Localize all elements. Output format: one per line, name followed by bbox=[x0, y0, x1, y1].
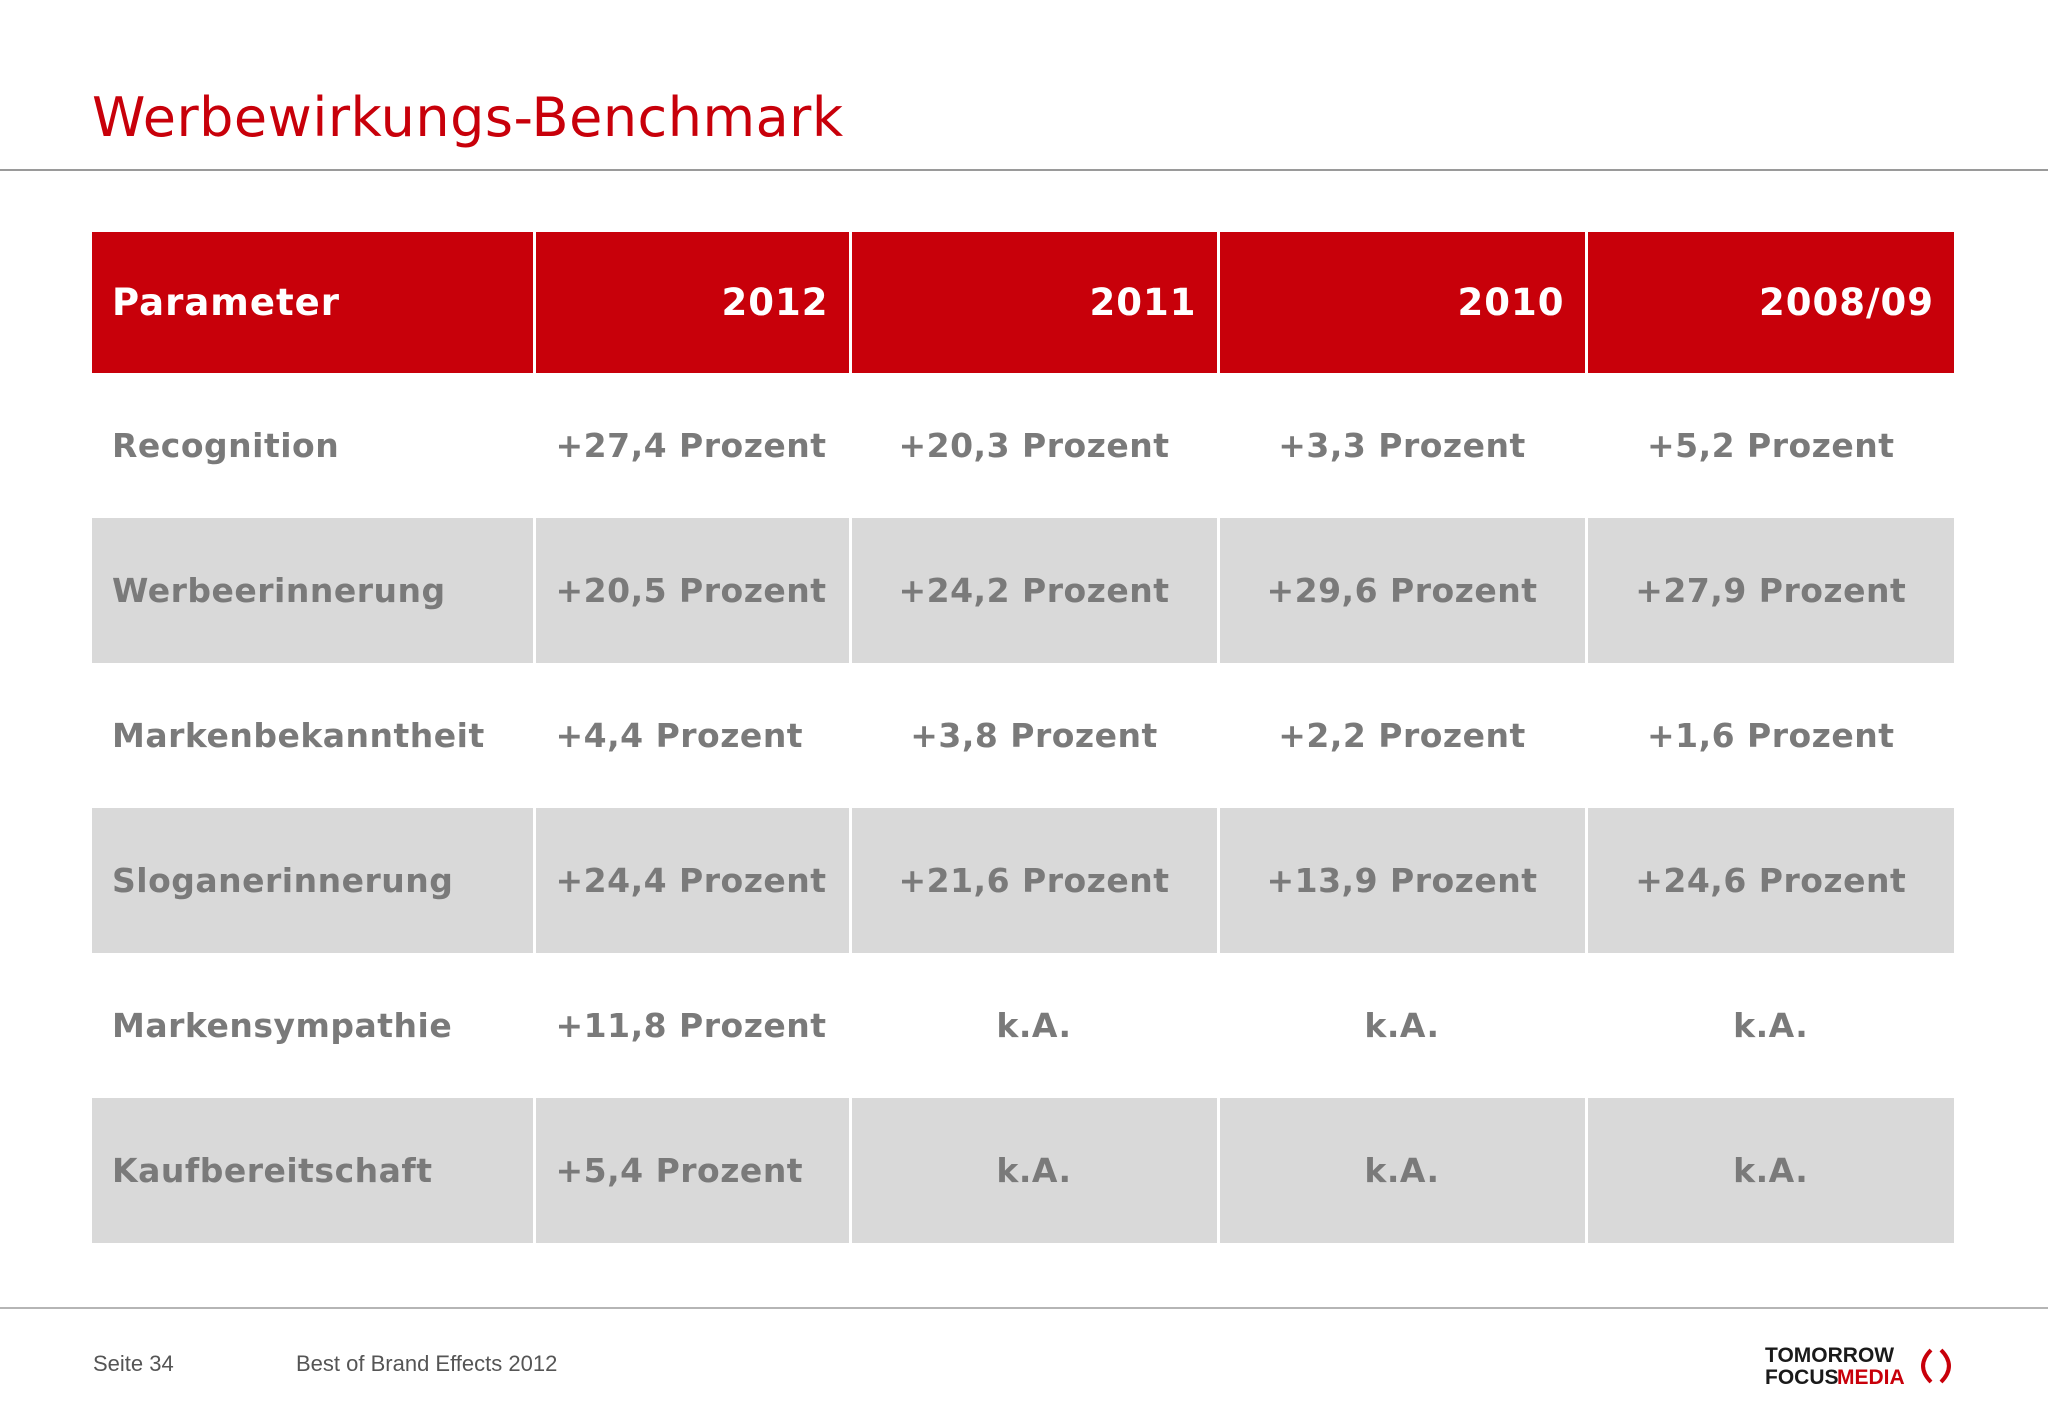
logo-line-2-focus: FOCUS bbox=[1765, 1366, 1839, 1389]
row-parameter: Kaufbereitschaft bbox=[92, 1098, 536, 1243]
cell-2011: +21,6 Prozent bbox=[850, 808, 1220, 953]
cell-2012: +5,4 Prozent bbox=[534, 1098, 852, 1243]
cell-2008-09: +27,9 Prozent bbox=[1586, 518, 1954, 663]
tomorrow-focus-media-logo: TOMORROW FOCUS MEDIA bbox=[1765, 1344, 1951, 1389]
cell-2010: +2,2 Prozent bbox=[1218, 663, 1588, 808]
cell-2010: +13,9 Prozent bbox=[1218, 808, 1588, 953]
cell-2010: +29,6 Prozent bbox=[1218, 518, 1588, 663]
cell-2008-09: +5,2 Prozent bbox=[1586, 373, 1954, 518]
cell-2012: +11,8 Prozent bbox=[534, 953, 852, 1098]
logo-right-arc-icon bbox=[1939, 1348, 1951, 1384]
table-row: Werbeerinnerung +20,5 Prozent +24,2 Proz… bbox=[92, 518, 1954, 663]
table-row: Markensympathie +11,8 Prozent k.A. k.A. … bbox=[92, 953, 1954, 1098]
row-parameter: Sloganerinnerung bbox=[92, 808, 536, 953]
logo-line-1: TOMORROW bbox=[1765, 1344, 1894, 1367]
row-parameter: Werbeerinnerung bbox=[92, 518, 536, 663]
cell-2011: k.A. bbox=[850, 1098, 1220, 1243]
logo-line-2-media: MEDIA bbox=[1837, 1366, 1905, 1389]
cell-2011: k.A. bbox=[850, 953, 1220, 1098]
benchmark-table: Parameter 2012 2011 2010 2008/09 Recogni… bbox=[92, 232, 1954, 1243]
row-parameter: Recognition bbox=[92, 373, 536, 518]
header-2012: 2012 bbox=[534, 232, 852, 373]
header-2008-09: 2008/09 bbox=[1586, 232, 1954, 373]
cell-2012: +24,4 Prozent bbox=[534, 808, 852, 953]
cell-2012: +20,5 Prozent bbox=[534, 518, 852, 663]
logo-left-arc-icon bbox=[1921, 1348, 1933, 1384]
document-title: Best of Brand Effects 2012 bbox=[296, 1351, 558, 1376]
cell-2011: +20,3 Prozent bbox=[850, 373, 1220, 518]
cell-2010: k.A. bbox=[1218, 1098, 1588, 1243]
footer-divider bbox=[0, 1307, 2048, 1309]
cell-2011: +3,8 Prozent bbox=[850, 663, 1220, 808]
row-parameter: Markensympathie bbox=[92, 953, 536, 1098]
header-parameter: Parameter bbox=[92, 232, 536, 373]
cell-2008-09: +1,6 Prozent bbox=[1586, 663, 1954, 808]
row-parameter: Markenbekanntheit bbox=[92, 663, 536, 808]
table-header-row: Parameter 2012 2011 2010 2008/09 bbox=[92, 232, 1954, 373]
header-2010: 2010 bbox=[1218, 232, 1588, 373]
table-row: Markenbekanntheit +4,4 Prozent +3,8 Proz… bbox=[92, 663, 1954, 808]
cell-2010: +3,3 Prozent bbox=[1218, 373, 1588, 518]
header-2011: 2011 bbox=[850, 232, 1220, 373]
cell-2012: +27,4 Prozent bbox=[534, 373, 852, 518]
page-title: Werbewirkungs-Benchmark bbox=[92, 86, 844, 149]
cell-2012: +4,4 Prozent bbox=[534, 663, 852, 808]
cell-2008-09: +24,6 Prozent bbox=[1586, 808, 1954, 953]
cell-2008-09: k.A. bbox=[1586, 1098, 1954, 1243]
table-row: Sloganerinnerung +24,4 Prozent +21,6 Pro… bbox=[92, 808, 1954, 953]
table-row: Kaufbereitschaft +5,4 Prozent k.A. k.A. … bbox=[92, 1098, 1954, 1243]
header-divider bbox=[0, 169, 2048, 171]
page-number: Seite 34 bbox=[93, 1351, 174, 1376]
cell-2008-09: k.A. bbox=[1586, 953, 1954, 1098]
cell-2011: +24,2 Prozent bbox=[850, 518, 1220, 663]
cell-2010: k.A. bbox=[1218, 953, 1588, 1098]
table-row: Recognition +27,4 Prozent +20,3 Prozent … bbox=[92, 373, 1954, 518]
